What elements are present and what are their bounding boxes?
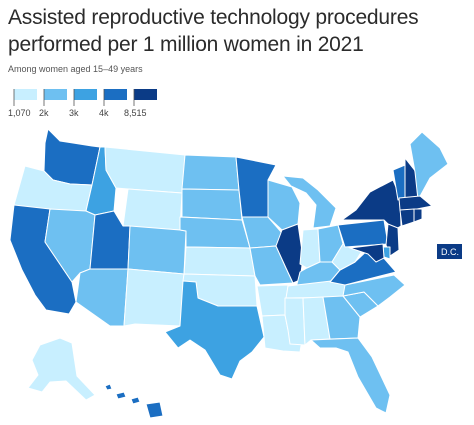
us-choropleth-map: D.C. (9, 128, 462, 419)
legend-tick-2: 2k (39, 108, 49, 118)
state-arizona (75, 268, 129, 327)
state-montana (104, 146, 186, 194)
dc-label: D.C. (441, 247, 459, 257)
legend-tick-5: 8,515 (124, 108, 147, 118)
state-rhode-island (413, 208, 423, 223)
legend-swatch-4 (104, 89, 127, 100)
legend-tick-3: 3k (69, 108, 79, 118)
legend-swatch-2 (44, 89, 67, 100)
state-alaska (27, 337, 96, 401)
legend-swatch-1 (14, 89, 37, 100)
state-illinois (275, 223, 304, 284)
state-new-mexico (123, 268, 185, 327)
color-legend: 1,070 2k 3k 4k 8,515 (8, 89, 157, 118)
state-michigan (282, 175, 337, 229)
state-south-dakota (181, 188, 243, 221)
legend-swatch-3 (74, 89, 97, 100)
state-hawaii-4 (145, 401, 164, 419)
state-wyoming (122, 188, 183, 231)
state-hawaii-3 (130, 396, 141, 405)
legend-swatch-5 (134, 89, 157, 100)
state-north-carolina (342, 274, 406, 307)
state-indiana (299, 228, 321, 269)
state-massachusetts (398, 195, 433, 211)
state-nebraska (179, 216, 251, 249)
state-colorado (127, 225, 187, 275)
chart-title: Assisted reproductive technology procedu… (8, 6, 419, 56)
legend-tick-1: 1,070 (8, 108, 31, 118)
state-texas (164, 280, 265, 380)
state-arkansas (256, 284, 289, 317)
state-maine (409, 131, 449, 201)
state-georgia (322, 295, 361, 340)
state-hawaii-1 (104, 383, 113, 391)
state-north-dakota (181, 154, 240, 191)
state-washington (43, 128, 101, 186)
state-hawaii-2 (115, 391, 127, 400)
state-pennsylvania (337, 219, 389, 248)
state-maryland (349, 243, 385, 263)
dc-label-box (437, 244, 462, 259)
state-florida (310, 337, 391, 414)
chart-subtitle: Among women aged 15–49 years (8, 64, 143, 74)
state-kansas (183, 246, 256, 277)
state-connecticut (399, 208, 415, 227)
legend-tick-4: 4k (99, 108, 109, 118)
